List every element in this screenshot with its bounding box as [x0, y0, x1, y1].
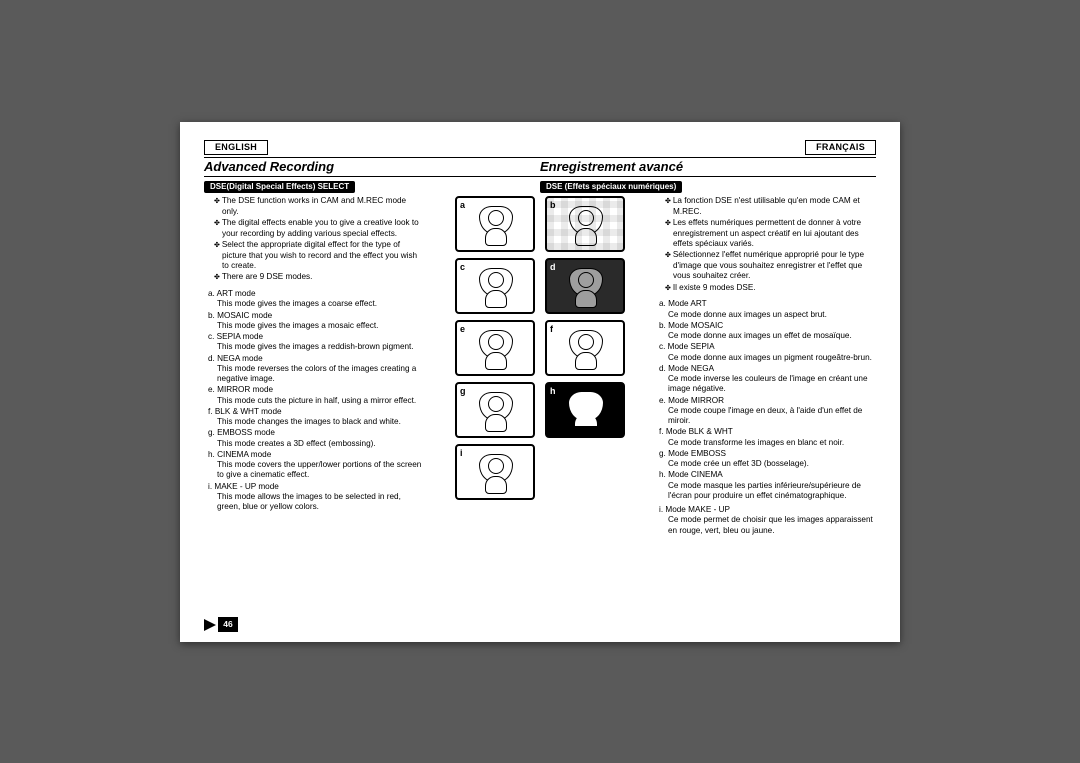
mode-item: b. MOSAIC modeThis mode gives the images… — [208, 311, 425, 332]
bullet-item: Il existe 9 modes DSE. — [665, 283, 876, 294]
french-column: La fonction DSE n'est utilisable qu'en m… — [649, 196, 876, 536]
bullet-item: Sélectionnez l'effet numérique approprié… — [665, 250, 876, 281]
lang-english-tab: ENGLISH — [204, 140, 268, 155]
example-frame-g: g — [455, 382, 535, 438]
page-number-label: 46 — [218, 617, 237, 632]
example-frame-i: i — [455, 444, 535, 500]
example-frame-e: e — [455, 320, 535, 376]
mode-item: g. Mode EMBOSSCe mode crée un effet 3D (… — [659, 449, 876, 470]
french-mode-extra: i. Mode MAKE - UP Ce mode permet de choi… — [655, 505, 876, 536]
mode-item: h. Mode CINEMACe mode masque les parties… — [659, 470, 876, 501]
french-modes: a. Mode ARTCe mode donne aux images un a… — [655, 299, 876, 501]
subheading-french: DSE (Effets spéciaux numériques) — [540, 181, 682, 193]
page-number: 46 — [204, 617, 238, 632]
english-modes: a. ART modeThis mode gives the images a … — [204, 289, 425, 512]
mode-item: a. ART modeThis mode gives the images a … — [208, 289, 425, 310]
french-bullets: La fonction DSE n'est utilisable qu'en m… — [655, 196, 876, 293]
mode-item: e. MIRROR modeThis mode cuts the picture… — [208, 385, 425, 406]
lang-french-tab: FRANÇAIS — [805, 140, 876, 155]
manual-page: ENGLISH FRANÇAIS Advanced Recording Enre… — [180, 122, 900, 642]
mode-item: a. Mode ARTCe mode donne aux images un a… — [659, 299, 876, 320]
mode-item: d. NEGA modeThis mode reverses the color… — [208, 354, 425, 385]
frames-grid: abcdefghi — [455, 196, 625, 536]
english-column: The DSE function works in CAM and M.REC … — [204, 196, 431, 536]
example-frame-h: h — [545, 382, 625, 438]
mode-item: b. Mode MOSAICCe mode donne aux images u… — [659, 321, 876, 342]
bullet-item: La fonction DSE n'est utilisable qu'en m… — [665, 196, 876, 217]
example-frames-column: abcdefghi — [431, 196, 649, 536]
mode-item: i. MAKE - UP modeThis mode allows the im… — [208, 482, 425, 513]
mode-item: c. SEPIA modeThis mode gives the images … — [208, 332, 425, 353]
bullet-item: Select the appropriate digital effect fo… — [214, 240, 425, 271]
subheading-english: DSE(Digital Special Effects) SELECT — [204, 181, 355, 193]
page-arrow-icon — [204, 619, 216, 631]
subheading-row: DSE(Digital Special Effects) SELECT DSE … — [204, 181, 876, 193]
bullet-item: The DSE function works in CAM and M.REC … — [214, 196, 425, 217]
example-frame-c: c — [455, 258, 535, 314]
example-frame-d: d — [545, 258, 625, 314]
content-row: The DSE function works in CAM and M.REC … — [204, 196, 876, 536]
bullet-item: The digital effects enable you to give a… — [214, 218, 425, 239]
title-row: Advanced Recording Enregistrement avancé — [204, 157, 876, 177]
mode-item: c. Mode SEPIACe mode donne aux images un… — [659, 342, 876, 363]
mode-item: g. EMBOSS modeThis mode creates a 3D eff… — [208, 428, 425, 449]
mode-item: h. CINEMA modeThis mode covers the upper… — [208, 450, 425, 481]
english-bullets: The DSE function works in CAM and M.REC … — [204, 196, 425, 283]
title-english: Advanced Recording — [204, 159, 540, 175]
mode-item: d. Mode NEGACe mode inverse les couleurs… — [659, 364, 876, 395]
mode-item: f. Mode BLK & WHTCe mode transforme les … — [659, 427, 876, 448]
bullet-item: Les effets numériques permettent de donn… — [665, 218, 876, 249]
title-french: Enregistrement avancé — [540, 159, 876, 175]
example-frame-b: b — [545, 196, 625, 252]
language-tabs-row: ENGLISH FRANÇAIS — [204, 140, 876, 155]
bullet-item: There are 9 DSE modes. — [214, 272, 425, 283]
mode-item: e. Mode MIRRORCe mode coupe l'image en d… — [659, 396, 876, 427]
example-frame-f: f — [545, 320, 625, 376]
example-frame-a: a — [455, 196, 535, 252]
mode-item: f. BLK & WHT modeThis mode changes the i… — [208, 407, 425, 428]
